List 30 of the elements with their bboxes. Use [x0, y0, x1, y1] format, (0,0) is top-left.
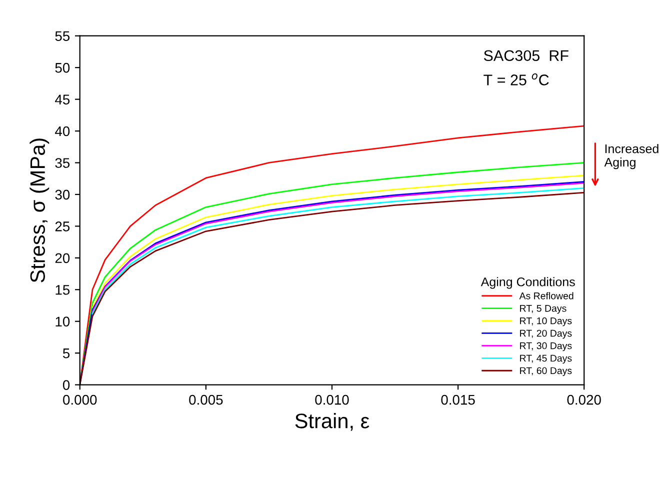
- legend-label: RT, 10 Days: [520, 317, 572, 326]
- y-tick-label: 10: [56, 316, 70, 327]
- y-tick-label: 50: [55, 62, 70, 73]
- y-tick-label: 35: [55, 158, 70, 168]
- y-tick-label: 55: [55, 31, 70, 42]
- x-tick-label: 0.005: [189, 394, 223, 405]
- x-tick-label: 0.020: [567, 394, 601, 405]
- y-tick-label: 0: [62, 380, 70, 390]
- y-tick-label: 45: [55, 94, 70, 104]
- y-tick-label: 5: [62, 348, 70, 358]
- legend-label: RT, 5 Days: [520, 305, 566, 314]
- annotation: T = 25 $^{o}$C: [484, 73, 549, 86]
- legend-label: RT, 20 Days: [520, 330, 572, 339]
- y-tick-label: 30: [55, 190, 70, 200]
- text: Increased Aging: [604, 144, 658, 170]
- legend-title: Aging Conditions: [480, 277, 575, 289]
- y-tick-label: 40: [55, 126, 70, 136]
- legend-label: As Reflowed: [519, 292, 574, 300]
- y-tick-label: 20: [55, 253, 70, 264]
- x-tick-label: 0.010: [315, 394, 349, 405]
- annotation: SAC305 RF: [484, 50, 568, 62]
- x-tick-label: 0.000: [63, 394, 97, 405]
- legend-label: RT, 30 Days: [520, 342, 572, 352]
- x-axis-title: Strain, ε: [295, 413, 370, 431]
- legend-label: RT, 45 Days: [520, 354, 572, 364]
- y-tick-label: 25: [55, 222, 70, 232]
- legend-label: RT, 60 Days: [520, 367, 572, 376]
- y-axis-title: Stress, σ (MPa): [30, 138, 50, 282]
- x-tick-label: 0.015: [441, 394, 475, 405]
- y-tick-label: 15: [56, 285, 70, 295]
